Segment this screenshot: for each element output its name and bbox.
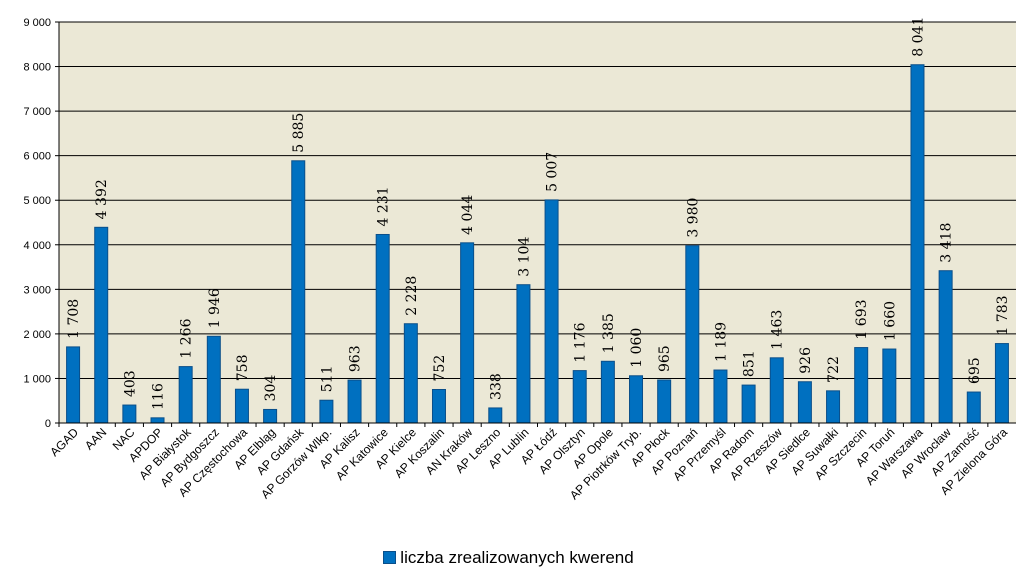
data-label: 338 [488,373,504,400]
x-tick-label: AGAD [47,425,81,459]
data-label: 4 231 [376,186,392,226]
bar [600,360,615,424]
y-tick-label: 4 000 [23,240,51,252]
data-label: 695 [967,357,983,384]
x-tick-label: AAN [82,425,109,452]
bar [488,407,503,424]
bar [741,384,756,424]
data-label: 1 693 [854,299,870,339]
bar [319,399,334,424]
bar [431,388,446,424]
bar [572,370,587,424]
bar [938,270,953,424]
bar [910,64,925,424]
bar [178,366,193,424]
bar [854,347,869,424]
data-label: 1 660 [882,301,898,341]
bar [516,284,531,424]
data-label: 963 [348,345,364,372]
y-tick-label: 0 [45,418,51,430]
data-label: 3 418 [939,223,955,263]
bar [685,245,700,424]
legend-swatch [383,551,397,565]
y-tick-label: 5 000 [23,195,51,207]
bar [347,379,362,424]
y-tick-label: 1 000 [23,373,51,385]
bar [66,346,81,424]
data-label: 1 946 [207,288,223,328]
bar [882,348,897,424]
data-label: 965 [657,345,673,372]
data-label: 5 885 [291,113,307,153]
bar [263,408,278,424]
bar [291,160,306,424]
y-tick-label: 6 000 [23,151,51,163]
y-tick-label: 2 000 [23,329,51,341]
bar [966,391,981,424]
bar [713,369,728,424]
bar [544,199,559,424]
bar [403,323,418,424]
bar [460,242,475,424]
bar [234,388,249,424]
data-label: 403 [122,370,138,397]
data-label: 1 385 [601,313,617,353]
legend-label: liczba zrealizowanych kwerend [400,548,634,567]
data-label: 3 104 [516,237,532,277]
bar [122,404,137,424]
bar [150,417,165,424]
data-label: 1 266 [179,318,195,358]
bar [629,375,644,424]
data-label: 3 980 [685,198,701,238]
bar [657,379,672,424]
bar [375,233,390,424]
y-tick-label: 7 000 [23,106,51,118]
data-label: 8 041 [910,17,926,57]
data-label: 304 [263,375,279,402]
data-label: 1 708 [66,299,82,339]
data-label: 1 189 [713,322,729,362]
data-label: 926 [798,347,814,374]
data-label: 758 [235,354,251,381]
data-label: 4 392 [94,179,110,219]
data-label: 722 [826,356,842,383]
bar [94,226,109,424]
bar [826,390,841,424]
bar-chart-svg: 0 1 000 2 000 3 000 4 000 5 000 6 000 7 000 8 00… [23,17,1016,502]
y-tick-label: 3 000 [23,284,51,296]
bar [769,357,784,424]
bar [797,381,812,424]
data-label: 116 [151,383,167,410]
data-label: 851 [742,350,758,377]
data-label: 752 [432,355,448,382]
legend: liczba zrealizowanych kwerend [0,548,1017,568]
plot-area [59,22,1016,423]
data-label: 1 783 [995,295,1011,335]
data-label: 511 [319,365,335,392]
data-label: 4 044 [460,195,476,235]
bar [994,343,1009,424]
bar [206,335,221,424]
y-tick-label: 9 000 [23,17,51,29]
data-label: 1 060 [629,328,645,368]
data-label: 5 007 [545,152,561,192]
y-tick-label: 8 000 [23,62,51,74]
data-label: 1 176 [573,322,589,362]
data-label: 2 228 [404,276,420,316]
data-label: 1 463 [770,310,786,350]
